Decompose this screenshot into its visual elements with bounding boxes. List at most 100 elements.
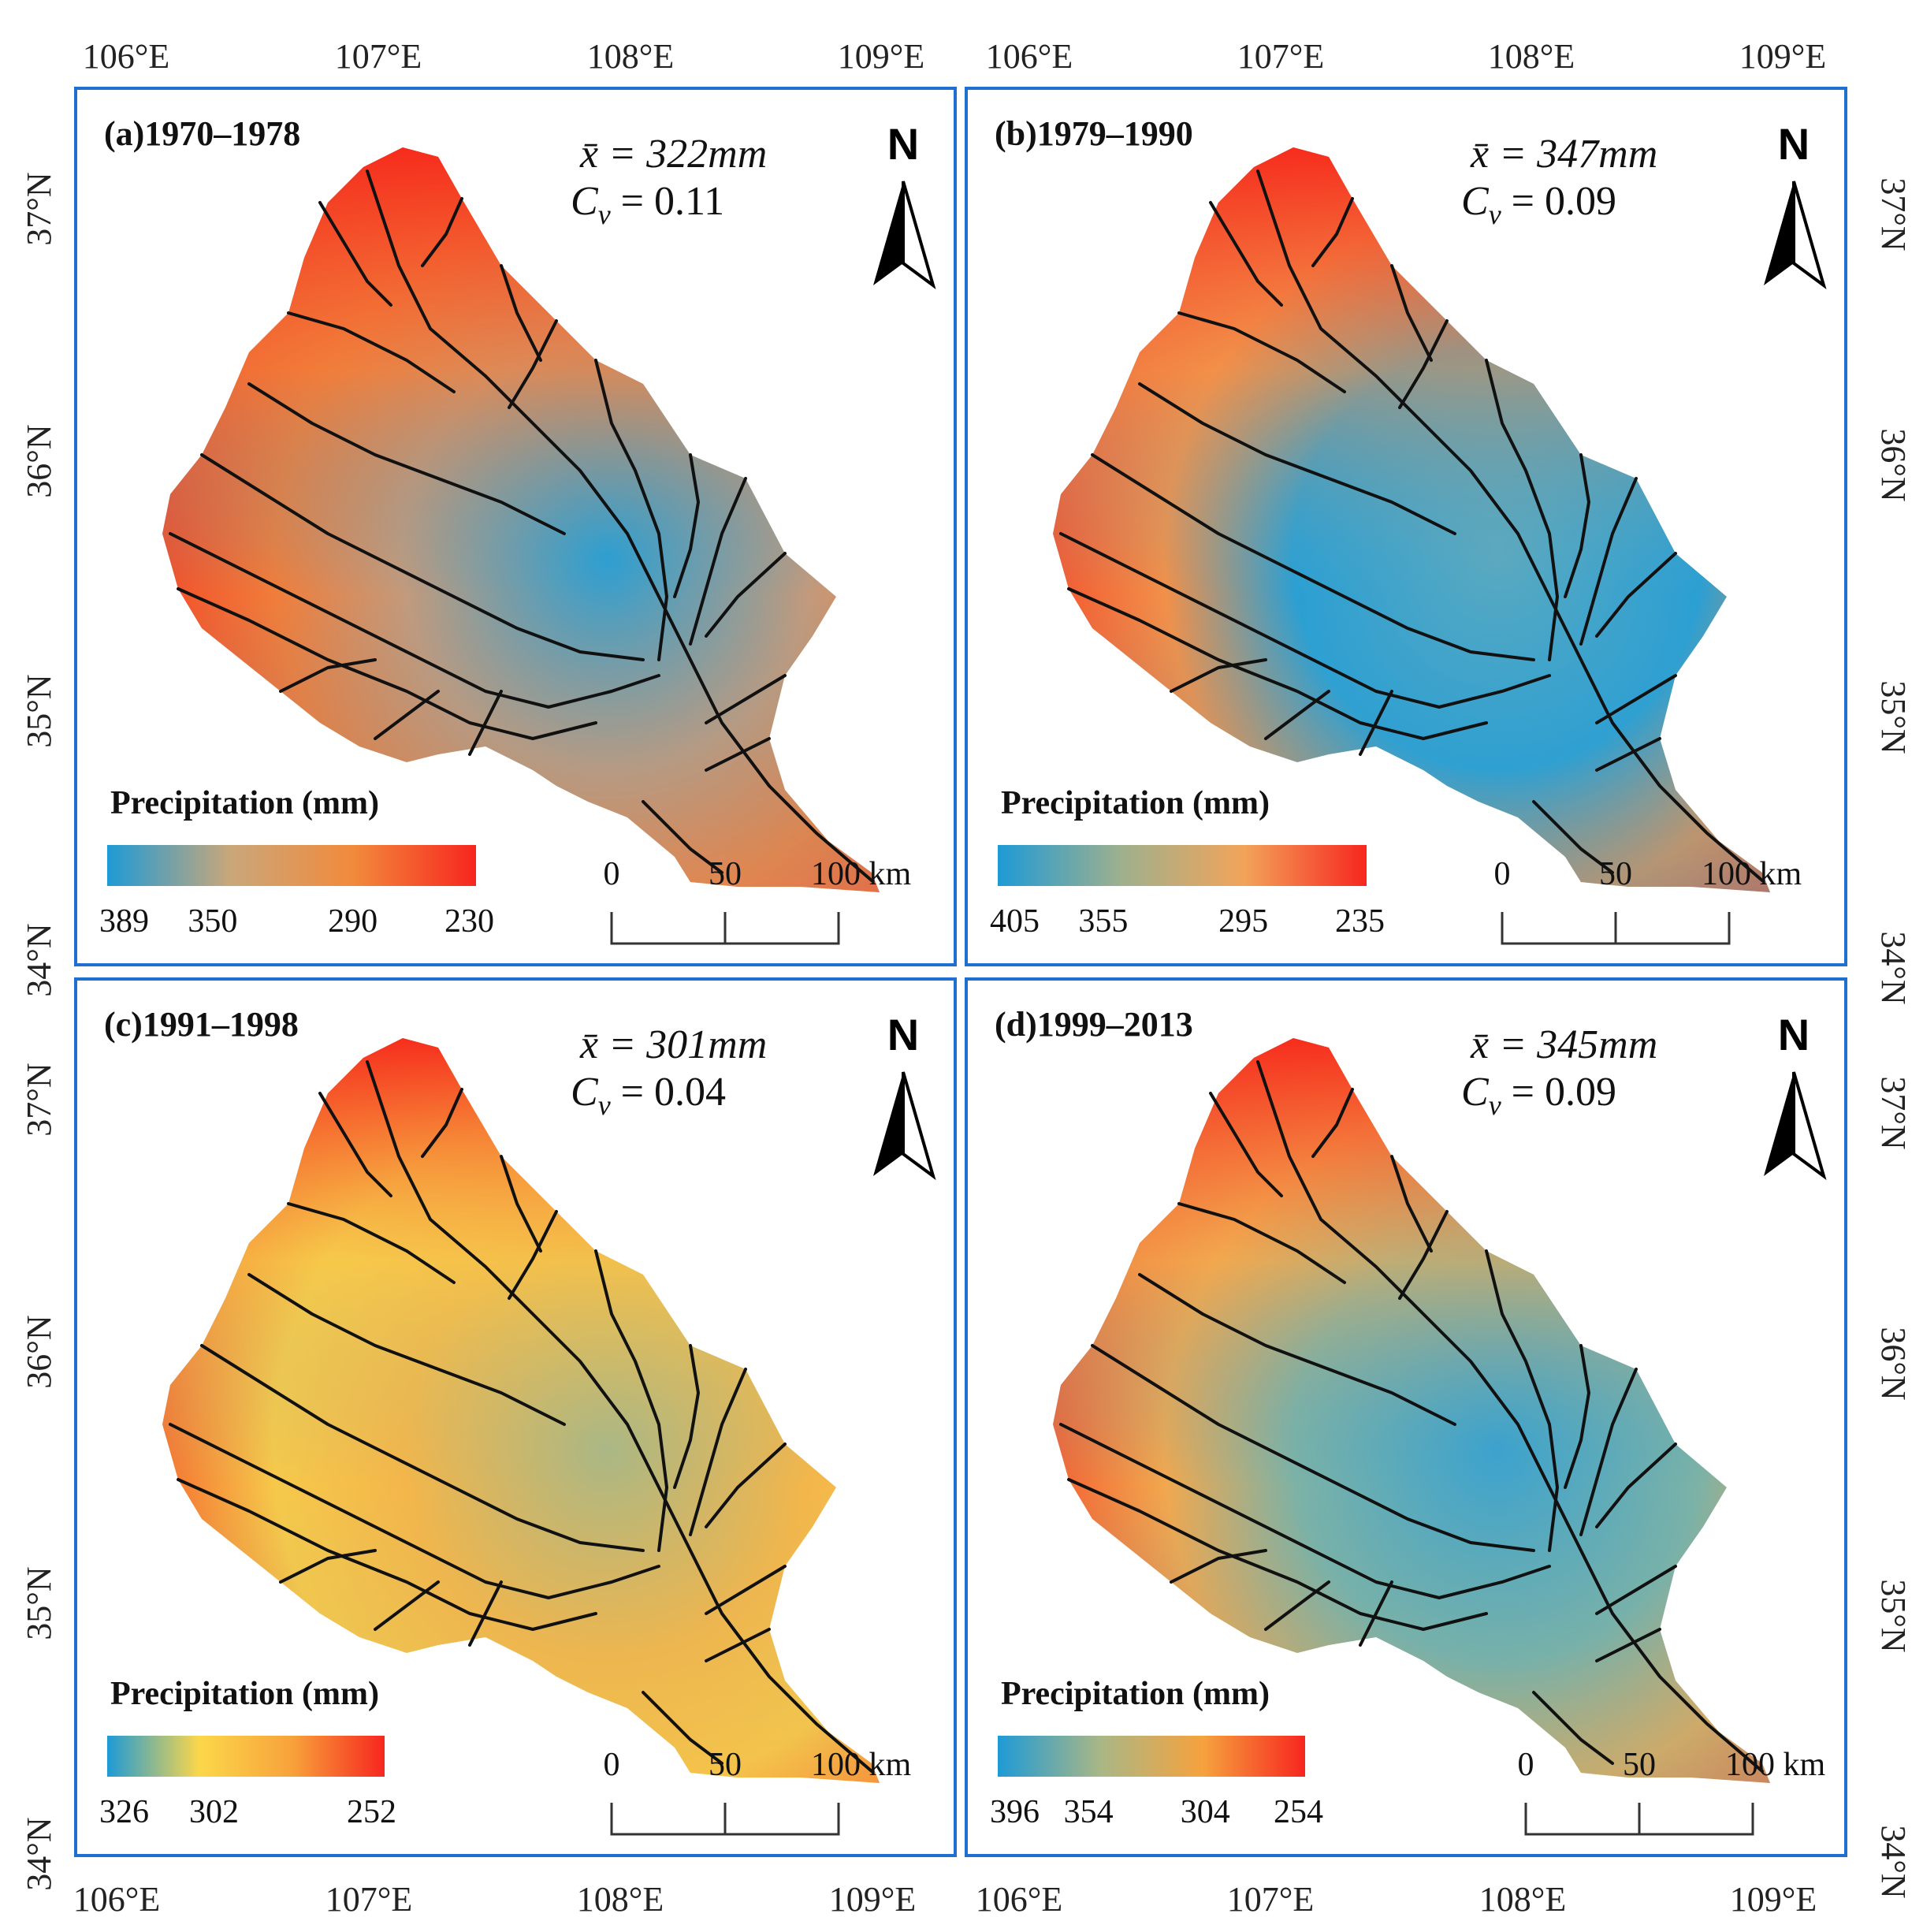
lat-label: 37°N — [1874, 177, 1913, 251]
river-line — [287, 311, 456, 393]
river-line — [705, 674, 787, 724]
north-arrow-right — [902, 1071, 936, 1181]
legend: Precipitation (mm) 326 302 252 — [99, 1676, 396, 1830]
river-line — [279, 1549, 377, 1584]
river-line — [318, 201, 392, 307]
river-line — [1564, 453, 1590, 598]
river-line — [247, 382, 566, 535]
north-arrow-right — [1792, 181, 1827, 290]
river-line — [1595, 1442, 1677, 1528]
north-arrow-left — [1764, 181, 1794, 285]
river-line — [366, 169, 873, 882]
river-line — [374, 690, 440, 740]
north-arrow: N — [1764, 1010, 1827, 1181]
river-line — [247, 1273, 566, 1426]
river-line — [1485, 359, 1559, 661]
top-longitude-labels: 106°E 107°E 108°E 109°E 106°E 107°E 108°… — [83, 37, 1826, 76]
panel-frame — [74, 977, 957, 1857]
bottom-longitude-labels: 106°E 107°E 108°E 109°E 106°E 107°E 108°… — [73, 1880, 1817, 1919]
lon-label: 109°E — [1739, 37, 1826, 76]
river-line — [1579, 477, 1638, 646]
river-line — [705, 552, 787, 638]
river-line — [1564, 1344, 1590, 1489]
lat-label: 35°N — [20, 1566, 58, 1640]
river-line — [1390, 264, 1433, 362]
river-line — [177, 1478, 597, 1631]
river-line — [169, 532, 660, 709]
panel-label: (b)1979–1990 — [995, 114, 1193, 153]
legend-color-ramp — [107, 845, 476, 886]
mean-precipitation: x̄ = 301mm — [579, 1022, 767, 1067]
legend-color-ramp — [998, 845, 1367, 886]
lon-label: 107°E — [335, 37, 422, 76]
river-line — [642, 800, 723, 874]
scale-line — [610, 1803, 840, 1836]
river-network — [1059, 169, 1764, 882]
legend-color-ramp — [107, 1736, 385, 1777]
river-line — [1595, 674, 1677, 724]
lat-label: 36°N — [20, 1315, 58, 1388]
basin-map — [1053, 147, 1770, 892]
river-line — [1485, 1249, 1559, 1552]
river-line — [1209, 201, 1283, 307]
lon-label: 108°E — [577, 1880, 664, 1919]
scale-label: 100 km — [1725, 1747, 1826, 1783]
lon-label: 107°E — [1237, 37, 1324, 76]
river-line — [421, 1088, 463, 1158]
river-line — [1264, 1580, 1330, 1631]
lat-label: 37°N — [20, 172, 58, 245]
river-line — [318, 1092, 392, 1197]
river-line — [1359, 1580, 1393, 1647]
north-arrow-label: N — [1778, 119, 1810, 169]
scale-label: 0 — [1494, 856, 1511, 892]
scale-bar: 0 50 100 km — [1518, 1747, 1826, 1836]
scale-label: 100 km — [1702, 856, 1802, 892]
scale-label: 0 — [604, 1747, 620, 1783]
lon-label: 109°E — [1730, 1880, 1817, 1919]
legend-color-ramp — [998, 1736, 1305, 1777]
lon-label: 106°E — [83, 37, 169, 76]
scale-label: 100 km — [811, 856, 912, 892]
legend-title: Precipitation (mm) — [110, 1676, 379, 1712]
lat-label: 34°N — [20, 1817, 58, 1890]
legend-value: 396 — [990, 1794, 1040, 1830]
river-line — [1532, 800, 1614, 874]
panel-frame — [74, 87, 957, 966]
lon-label: 108°E — [1488, 37, 1575, 76]
river-line — [374, 1580, 440, 1631]
scale-bar: 0 50 100 km — [1494, 856, 1802, 945]
river-line — [421, 197, 463, 267]
lon-label: 107°E — [1227, 1880, 1314, 1919]
scale-label: 50 — [709, 856, 742, 892]
river-line — [1579, 1368, 1638, 1536]
river-line — [1091, 453, 1535, 661]
lat-label: 37°N — [20, 1063, 58, 1136]
river-line — [1398, 319, 1449, 409]
river-line — [177, 587, 597, 740]
scale-label: 50 — [1599, 856, 1632, 892]
river-line — [1209, 1092, 1283, 1197]
river-line — [689, 1368, 747, 1536]
panel-frame — [965, 87, 1847, 966]
basin-map — [162, 147, 880, 892]
legend-value: 354 — [1064, 1794, 1114, 1830]
river-line — [1595, 737, 1661, 772]
river-line — [1595, 552, 1677, 638]
legend: Precipitation (mm) 405 355 295 235 — [990, 785, 1385, 940]
river-line — [1532, 1691, 1614, 1765]
legend-value: 235 — [1335, 903, 1385, 940]
legend-value: 350 — [188, 903, 237, 940]
basin-map — [1053, 1038, 1770, 1783]
legend-value: 389 — [99, 903, 149, 940]
river-line — [1177, 311, 1346, 393]
river-line — [673, 1344, 700, 1489]
legend-value: 302 — [189, 1794, 239, 1830]
legend-value: 230 — [444, 903, 494, 940]
north-arrow-right — [902, 181, 936, 290]
river-line — [169, 1423, 660, 1599]
legend-value: 304 — [1181, 1794, 1230, 1830]
